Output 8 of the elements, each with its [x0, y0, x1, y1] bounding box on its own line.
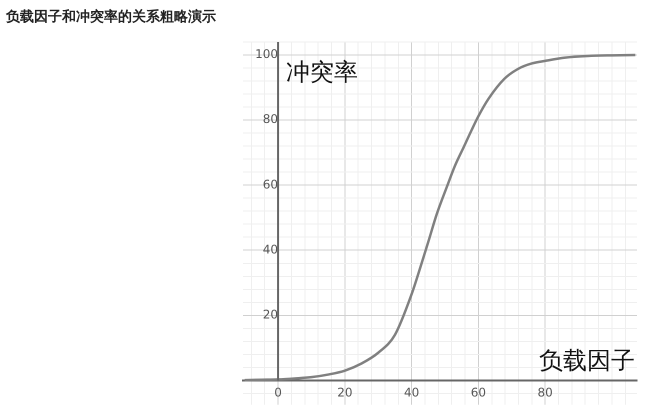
x-axis-title: 负载因子: [539, 346, 635, 375]
x-tick-label: 80: [538, 386, 553, 400]
x-tick-label: 0: [274, 386, 282, 400]
x-tick-label: 60: [470, 386, 486, 400]
x-tick-label: 20: [337, 386, 352, 400]
x-tick-label: 40: [404, 386, 420, 400]
y-axis-title: 冲突率: [286, 58, 358, 86]
text: 负载因子和冲突率的关系粗略演示: [6, 8, 216, 26]
